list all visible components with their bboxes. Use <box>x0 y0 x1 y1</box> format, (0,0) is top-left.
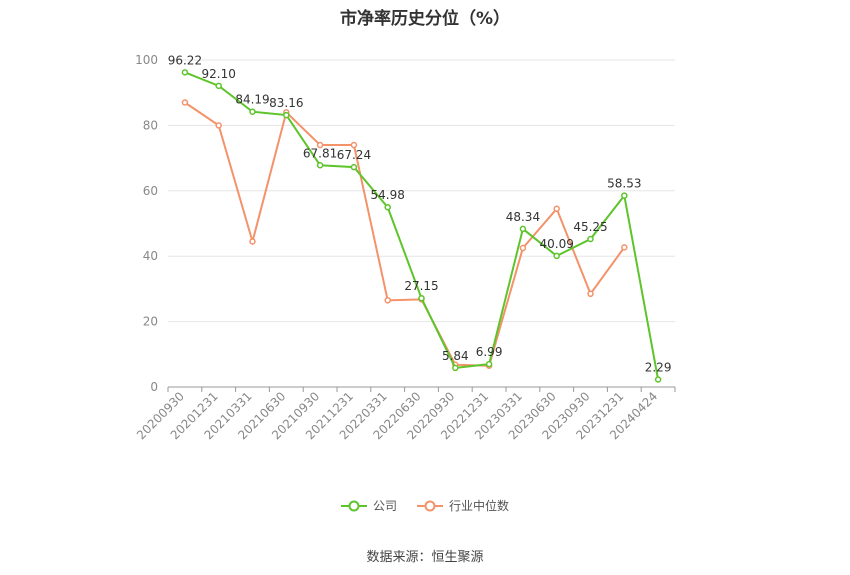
data-point-company <box>587 235 594 243</box>
grid-lines <box>168 59 675 323</box>
data-point-company <box>553 252 560 260</box>
data-label: 5.84 <box>442 349 469 363</box>
chart-title: 市净率历史分位（%） <box>339 9 511 29</box>
y-tick-label: 60 <box>143 184 158 198</box>
data-label: 84.19 <box>235 93 269 107</box>
data-point-company <box>519 225 527 233</box>
data-point-industry <box>181 99 189 106</box>
data-point-company <box>249 108 256 115</box>
data-point-industry <box>553 205 560 213</box>
data-point-company <box>654 376 662 383</box>
data-label: 96.22 <box>168 53 202 67</box>
data-label: 6.99 <box>476 345 503 359</box>
data-point-industry <box>215 122 222 129</box>
data-label: 58.53 <box>607 177 641 191</box>
data-label: 27.15 <box>404 279 438 293</box>
axes: 0204060801002020093020201231202103312021… <box>134 53 676 442</box>
data-point-industry <box>316 141 324 149</box>
data-point-industry <box>350 141 358 149</box>
data-point-company <box>384 203 391 211</box>
series-lines <box>181 69 662 383</box>
y-tick-label: 100 <box>135 53 158 67</box>
legend-item-industry[interactable]: 行业中位数 <box>417 497 509 514</box>
data-point-company <box>418 294 425 302</box>
y-tick-label: 40 <box>143 249 158 263</box>
data-point-company <box>350 163 358 171</box>
legend-item-company[interactable]: 公司 <box>340 497 397 514</box>
legend-industry-marker <box>417 500 443 511</box>
y-tick-label: 0 <box>150 380 158 394</box>
data-point-company <box>485 360 493 368</box>
data-point-company <box>181 69 189 76</box>
data-point-company <box>215 82 222 90</box>
legend: 公司 行业中位数 <box>0 497 850 514</box>
data-point-industry <box>587 290 594 298</box>
data-source: 数据来源：恒生聚源 <box>366 550 484 565</box>
y-tick-label: 80 <box>143 118 158 132</box>
data-point-company <box>316 162 324 169</box>
data-label: 92.10 <box>202 67 236 81</box>
y-tick-label: 20 <box>143 315 158 329</box>
data-label: 83.16 <box>269 96 303 110</box>
data-label: 67.81 <box>303 146 337 160</box>
data-label: 45.25 <box>573 220 607 234</box>
data-label: 40.09 <box>540 237 574 251</box>
data-point-industry <box>249 238 256 245</box>
series-line-industry <box>184 101 626 367</box>
data-label: 2.29 <box>645 361 672 375</box>
data-point-company <box>621 192 628 199</box>
data-point-company <box>452 364 459 372</box>
data-label: 48.34 <box>506 210 540 224</box>
data-point-industry <box>621 244 628 251</box>
data-point-company <box>283 111 290 119</box>
legend-company-label: 公司 <box>372 499 397 513</box>
legend-industry-label: 行业中位数 <box>449 499 510 513</box>
data-label: 54.98 <box>371 188 405 202</box>
data-point-industry <box>384 297 391 304</box>
data-point-industry <box>519 244 527 252</box>
legend-company-marker <box>340 500 367 511</box>
data-label: 67.24 <box>337 148 371 162</box>
